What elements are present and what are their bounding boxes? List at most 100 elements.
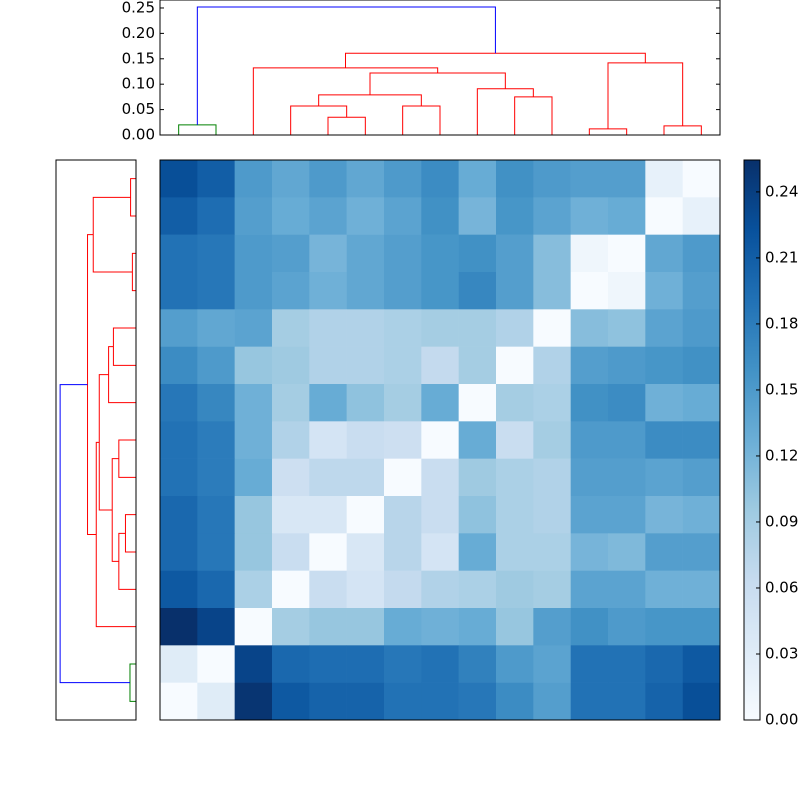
heatmap-cell: [533, 384, 571, 422]
heatmap-cell: [384, 496, 422, 534]
heatmap-cell: [682, 570, 721, 609]
heatmap-cell: [645, 197, 683, 235]
heatmap-cell: [160, 234, 198, 273]
dendrogram-link: [290, 105, 348, 135]
heatmap-cell: [570, 160, 609, 198]
heatmap-cell: [234, 421, 273, 459]
heatmap-cell: [384, 160, 422, 198]
heatmap-cell: [608, 682, 646, 721]
heatmap-cell: [309, 496, 347, 534]
heatmap-cell: [682, 496, 721, 534]
heatmap-cell: [608, 346, 646, 385]
heatmap-cell: [496, 458, 534, 497]
heatmap-cell: [160, 496, 198, 534]
heatmap-cell: [570, 570, 609, 609]
heatmap-cell: [533, 234, 571, 273]
heatmap-cell: [346, 458, 385, 497]
heatmap-cell: [496, 234, 534, 273]
heatmap-cell: [309, 533, 347, 571]
heatmap-cell: [160, 309, 198, 347]
heatmap-cell: [570, 197, 609, 235]
heatmap-cell: [421, 234, 459, 273]
heatmap-cell: [645, 608, 683, 646]
colorbar-tick-label: 0.15: [765, 380, 798, 398]
heatmap-cell: [272, 682, 310, 721]
heatmap-cell: [234, 234, 273, 273]
heatmap-cell: [309, 346, 347, 385]
heatmap-cell: [346, 309, 385, 347]
heatmap-cell: [160, 608, 198, 646]
heatmap-cell: [346, 421, 385, 459]
heatmap-cell: [197, 309, 235, 347]
heatmap-cell: [346, 234, 385, 273]
heatmap-cell: [234, 309, 273, 347]
heatmap-cell: [570, 608, 609, 646]
heatmap-cell: [645, 272, 683, 310]
heatmap-cell: [272, 608, 310, 646]
heatmap-cell: [197, 533, 235, 571]
heatmap-cell: [645, 570, 683, 609]
heatmap-cell: [197, 272, 235, 310]
heatmap-cell: [384, 608, 422, 646]
heatmap-cell: [421, 346, 459, 385]
heatmap-cell: [309, 309, 347, 347]
colorbar-frame: [743, 159, 761, 721]
heatmap-cell: [458, 234, 497, 273]
heatmap-cell: [197, 458, 235, 497]
heatmap-cell: [309, 570, 347, 609]
heatmap-cell: [421, 458, 459, 497]
heatmap-cell: [197, 421, 235, 459]
heatmap-cell: [496, 346, 534, 385]
heatmap-cell: [645, 533, 683, 571]
heatmap-cell: [309, 384, 347, 422]
heatmap-cell: [496, 384, 534, 422]
heatmap-cell: [197, 496, 235, 534]
heatmap-cell: [458, 309, 497, 347]
heatmap-cell: [608, 421, 646, 459]
heatmap-cell: [197, 608, 235, 646]
heatmap-cell: [496, 645, 534, 683]
heatmap-cell: [272, 645, 310, 683]
heatmap-cell: [496, 682, 534, 721]
heatmap-cell: [346, 682, 385, 721]
heatmap-cell: [160, 197, 198, 235]
heatmap-cell: [570, 384, 609, 422]
heatmap-cell: [496, 160, 534, 198]
heatmap-cell: [384, 197, 422, 235]
colorbar-tick-label: 0.09: [765, 512, 798, 530]
heatmap-cell: [272, 234, 310, 273]
dendrogram-link: [131, 252, 136, 292]
heatmap-cell: [458, 160, 497, 198]
dendrogram-link: [607, 62, 684, 129]
heatmap-cell: [160, 533, 198, 571]
dendrogram-link: [178, 124, 217, 135]
heatmap-cell: [458, 384, 497, 422]
dendrogram-link: [369, 72, 506, 95]
heatmap-cell: [421, 272, 459, 310]
heatmap-cell: [384, 458, 422, 497]
heatmap-cell: [608, 197, 646, 235]
heatmap-cell: [272, 160, 310, 198]
heatmap-cell: [458, 645, 497, 683]
dendrogram-link: [112, 327, 136, 366]
heatmap-cell: [682, 160, 721, 198]
heatmap-cell: [421, 533, 459, 571]
heatmap-cell: [346, 645, 385, 683]
heatmap-cell: [346, 160, 385, 198]
heatmap-cell: [682, 384, 721, 422]
heatmap-cell: [160, 160, 198, 198]
heatmap-cell: [197, 234, 235, 273]
dendrogram-link: [327, 116, 366, 135]
heatmap-cell: [458, 608, 497, 646]
dendrogram-link: [118, 532, 136, 590]
colorbar-tick-label: 0.21: [765, 248, 798, 266]
heatmap-cell: [645, 458, 683, 497]
dendrogram-link: [118, 439, 136, 478]
y-tick-label: 0.20: [122, 24, 155, 42]
heatmap-cell: [234, 197, 273, 235]
heatmap-cell: [682, 421, 721, 459]
heatmap-cell: [645, 682, 683, 721]
heatmap-cell: [421, 421, 459, 459]
heatmap-cell: [682, 458, 721, 497]
heatmap-cell: [309, 421, 347, 459]
